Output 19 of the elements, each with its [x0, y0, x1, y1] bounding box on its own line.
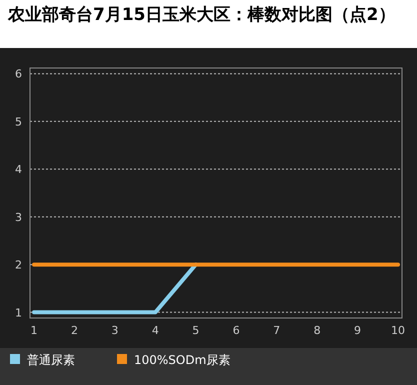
x-tick-label: 10	[390, 324, 405, 337]
chart-title: 农业部奇台7月15日玉米大区：棒数对比图（点2）	[6, 4, 396, 27]
y-tick-label: 4	[15, 163, 22, 176]
x-tick-label: 6	[232, 324, 240, 337]
y-tick-label: 3	[15, 210, 22, 224]
x-tick-label: 4	[152, 324, 159, 337]
y-tick-label: 1	[15, 306, 22, 320]
y-tick-label: 6	[15, 68, 22, 81]
legend-label: 100%SODm尿素	[134, 353, 230, 367]
x-tick-label: 2	[70, 324, 78, 337]
y-tick-label: 5	[15, 115, 22, 128]
x-tick-label: 7	[273, 324, 280, 337]
y-tick-label: 2	[15, 258, 22, 272]
x-tick-label: 8	[314, 324, 321, 337]
x-tick-label: 5	[192, 324, 200, 337]
legend-label: 普通尿素	[27, 353, 75, 367]
x-tick-label: 1	[30, 324, 38, 337]
x-tick-label: 3	[111, 324, 118, 337]
x-tick-label: 9	[354, 324, 362, 337]
